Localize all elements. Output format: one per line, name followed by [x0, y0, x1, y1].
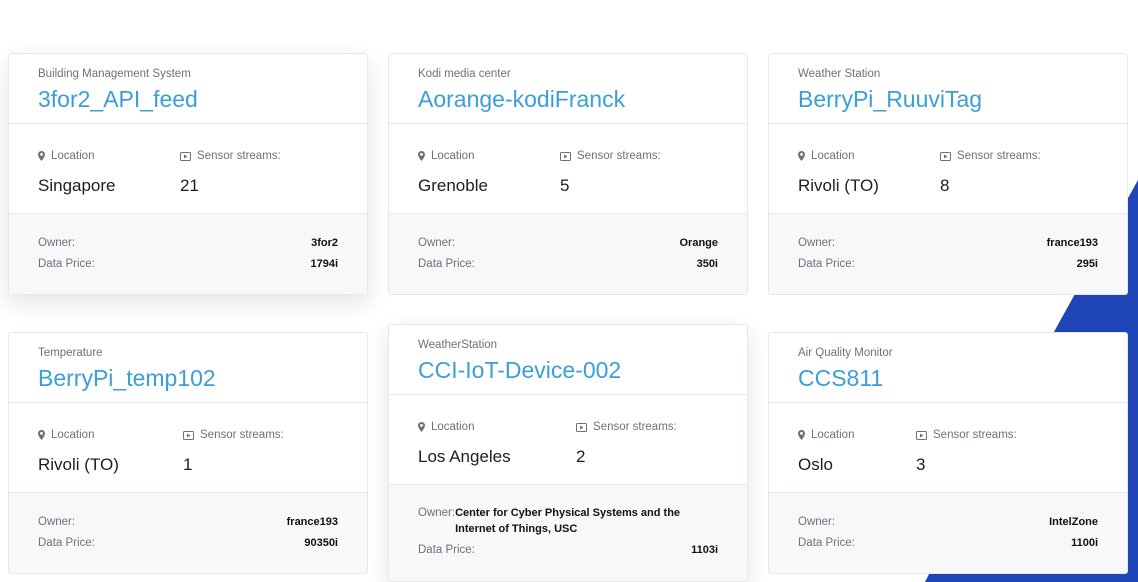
device-title-link[interactable]: BerryPi_RuuviTag [798, 86, 983, 112]
owner-value: IntelZone [1049, 516, 1098, 528]
card-body: Location Sensor streams: Los Angeles 2 [389, 395, 747, 485]
data-price-label: Data Price: [38, 537, 95, 549]
sensor-stream-icon [560, 151, 571, 161]
card-header: Temperature BerryPi_temp102 [9, 333, 367, 403]
device-card-4[interactable]: Temperature BerryPi_temp102 Location Sen… [8, 332, 368, 574]
location-value: Oslo [798, 455, 833, 474]
sensor-stream-icon [940, 151, 951, 161]
sensor-streams-value: 8 [940, 176, 950, 195]
card-footer: Owner: Center for Cyber Physical Systems… [389, 485, 747, 581]
location-label: Location [51, 429, 95, 441]
device-card-6[interactable]: Air Quality Monitor CCS811 Location Sens… [768, 332, 1128, 574]
device-card-5[interactable]: WeatherStation CCI-IoT-Device-002 Locati… [388, 324, 748, 582]
data-price-value: 1100i [1071, 537, 1098, 549]
data-price-label: Data Price: [798, 537, 855, 549]
data-price-label: Data Price: [38, 258, 95, 270]
location-value: Rivoli (TO) [798, 176, 879, 195]
owner-label: Owner: [418, 237, 456, 249]
device-category: Kodi media center [418, 68, 511, 80]
card-footer: Owner: 3for2 Data Price: 1794i [9, 214, 367, 294]
location-value: Singapore [38, 176, 116, 195]
location-label: Location [431, 150, 475, 162]
sensor-streams-label: Sensor streams: [200, 429, 284, 441]
sensor-streams-label: Sensor streams: [593, 421, 677, 433]
sensor-streams-label: Sensor streams: [577, 150, 661, 162]
sensor-stream-icon [180, 151, 191, 161]
device-category: Weather Station [798, 68, 881, 80]
sensor-stream-icon [576, 422, 587, 432]
device-category: Air Quality Monitor [798, 347, 893, 359]
owner-value: Center for Cyber Physical Systems and th… [455, 507, 681, 535]
location-pin-icon [798, 151, 805, 161]
owner-value: Orange [679, 237, 718, 249]
card-footer: Owner: france193 Data Price: 295i [769, 214, 1127, 294]
card-body: Location Sensor streams: Oslo 3 [769, 403, 1127, 493]
sensor-streams-value: 3 [916, 455, 926, 474]
device-category: WeatherStation [418, 339, 498, 351]
card-header: Kodi media center Aorange-kodiFranck [389, 54, 747, 124]
data-price-label: Data Price: [418, 258, 475, 270]
sensor-streams-label: Sensor streams: [957, 150, 1041, 162]
owner-label: Owner: [38, 237, 76, 249]
owner-value: france193 [1046, 237, 1098, 249]
location-pin-icon [418, 151, 425, 161]
sensor-streams-value: 1 [183, 455, 193, 474]
data-price-label: Data Price: [798, 258, 855, 270]
data-price-label: Data Price: [418, 544, 475, 556]
owner-label: Owner: [418, 507, 456, 519]
sensor-streams-value: 21 [180, 176, 199, 195]
sensor-streams-value: 2 [576, 447, 586, 466]
card-header: Air Quality Monitor CCS811 [769, 333, 1127, 403]
location-label: Location [431, 421, 475, 433]
location-label: Location [51, 150, 95, 162]
owner-label: Owner: [798, 516, 836, 528]
data-price-value: 295i [1076, 258, 1098, 270]
location-pin-icon [798, 430, 805, 440]
device-title-link[interactable]: 3for2_API_feed [38, 86, 198, 112]
location-label: Location [811, 429, 855, 441]
card-footer: Owner: france193 Data Price: 90350i [9, 493, 367, 573]
location-pin-icon [418, 422, 425, 432]
card-footer: Owner: IntelZone Data Price: 1100i [769, 493, 1127, 573]
location-value: Los Angeles [418, 447, 511, 466]
card-footer: Owner: Orange Data Price: 350i [389, 214, 747, 294]
device-title-link[interactable]: CCI-IoT-Device-002 [418, 357, 622, 383]
data-price-value: 350i [696, 258, 718, 270]
owner-label: Owner: [798, 237, 836, 249]
location-value: Rivoli (TO) [38, 455, 119, 474]
card-body: Location Sensor streams: Rivoli (TO) 1 [9, 403, 367, 493]
sensor-streams-label: Sensor streams: [933, 429, 1017, 441]
device-card-3[interactable]: Weather Station BerryPi_RuuviTag Locatio… [768, 53, 1128, 295]
owner-label: Owner: [38, 516, 76, 528]
sensor-stream-icon [916, 430, 927, 440]
location-value: Grenoble [418, 176, 488, 195]
device-title-link[interactable]: Aorange-kodiFranck [418, 86, 626, 112]
device-card-2[interactable]: Kodi media center Aorange-kodiFranck Loc… [388, 53, 748, 295]
location-label: Location [811, 150, 855, 162]
card-header: WeatherStation CCI-IoT-Device-002 [389, 325, 747, 395]
device-category: Building Management System [38, 68, 191, 80]
card-header: Building Management System 3for2_API_fee… [9, 54, 367, 124]
owner-value: 3for2 [311, 237, 338, 249]
location-pin-icon [38, 151, 45, 161]
data-price-value: 1103i [691, 544, 718, 556]
sensor-stream-icon [183, 430, 194, 440]
sensor-streams-label: Sensor streams: [197, 150, 281, 162]
device-title-link[interactable]: BerryPi_temp102 [38, 365, 216, 391]
card-body: Location Sensor streams: Grenoble 5 [389, 124, 747, 214]
device-category: Temperature [38, 347, 103, 359]
device-card-1[interactable]: Building Management System 3for2_API_fee… [8, 53, 368, 295]
card-body: Location Sensor streams: Singapore 21 [9, 124, 367, 214]
owner-value: france193 [286, 516, 338, 528]
card-body: Location Sensor streams: Rivoli (TO) 8 [769, 124, 1127, 214]
data-price-value: 1794i [310, 258, 338, 270]
card-header: Weather Station BerryPi_RuuviTag [769, 54, 1127, 124]
data-price-value: 90350i [304, 537, 338, 549]
device-title-link[interactable]: CCS811 [798, 365, 884, 391]
location-pin-icon [38, 430, 45, 440]
sensor-streams-value: 5 [560, 176, 570, 195]
